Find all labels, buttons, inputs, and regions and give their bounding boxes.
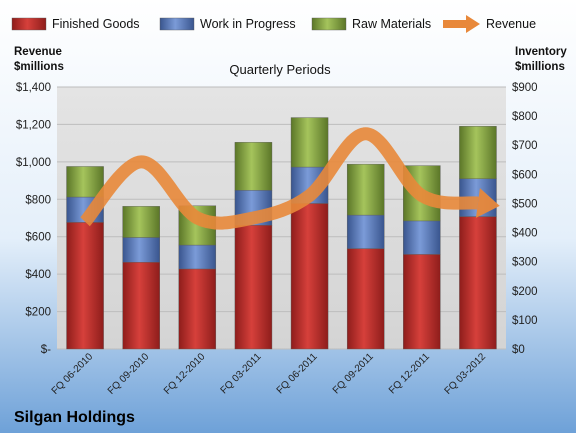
bar-segment	[122, 237, 160, 263]
right-tick-label: $300	[512, 257, 538, 269]
bar-segment	[178, 268, 217, 350]
right-tick-label: $200	[512, 286, 538, 298]
right-tick-label: $900	[512, 82, 538, 94]
legend-layer: Finished Goods Work in Progress Raw Materi…	[11, 15, 536, 33]
left-axis-title-line1: Revenue	[14, 46, 62, 58]
bar-segment	[290, 203, 329, 350]
legend-label: Work in Progress	[200, 17, 296, 31]
bar-segment	[234, 225, 273, 350]
bar-segment	[403, 220, 441, 255]
right-tick-label: $600	[512, 169, 538, 181]
revenue-arrowhead	[475, 188, 500, 218]
legend-swatch	[159, 17, 195, 31]
right-tick-label: $0	[512, 344, 525, 356]
right-tick-label: $700	[512, 140, 538, 152]
bar-segment	[66, 222, 104, 350]
revenue-line	[80, 127, 479, 230]
bar-segment	[122, 262, 160, 350]
bar-segment	[234, 142, 273, 191]
chart-subtitle: Quarterly Periods	[229, 62, 331, 77]
left-tick-label: $1,200	[16, 119, 51, 131]
right-tick-label: $400	[512, 228, 538, 240]
legend-swatch	[11, 17, 47, 31]
legend-swatch	[311, 17, 347, 31]
bar-segment	[66, 166, 104, 198]
bar-layer	[66, 117, 497, 350]
left-tick-label: $400	[25, 269, 51, 281]
left-tick-label: $800	[25, 194, 51, 206]
company-name: Silgan Holdings	[14, 409, 135, 426]
left-axis-title-line2: $millions	[14, 61, 64, 73]
line-layer	[80, 127, 500, 230]
bar-segment	[403, 254, 441, 350]
legend-arrow-head	[466, 15, 480, 33]
legend-label: Revenue	[486, 17, 536, 31]
left-tick-label: $1,000	[16, 157, 51, 169]
bar-segment	[459, 216, 497, 350]
bar-segment	[290, 117, 329, 168]
right-axis-title-line2: $millions	[515, 61, 565, 73]
bar-segment	[346, 214, 385, 249]
right-tick-label: $100	[512, 315, 538, 327]
right-tick-layer: $0 $100 $200 $300 $400 $500 $600 $700 $800 $900	[512, 82, 538, 356]
left-tick-label: $200	[25, 307, 51, 319]
bar-segment	[122, 206, 160, 238]
legend-label: Raw Materials	[352, 17, 431, 31]
bar-segment	[178, 244, 217, 270]
bar-segment	[459, 126, 497, 179]
left-tick-label: $600	[25, 232, 51, 244]
left-tick-layer: $- $200 $400 $600 $800 $1,000 $1,200 $1,400	[16, 82, 51, 356]
right-axis-title-line1: Inventory	[515, 46, 567, 58]
right-tick-label: $800	[512, 111, 538, 123]
left-tick-label: $-	[41, 344, 51, 356]
bar-segment	[346, 163, 385, 216]
bar-segment	[346, 248, 385, 350]
legend-label: Finished Goods	[52, 17, 140, 31]
left-tick-label: $1,400	[16, 82, 51, 94]
right-tick-label: $500	[512, 198, 538, 210]
